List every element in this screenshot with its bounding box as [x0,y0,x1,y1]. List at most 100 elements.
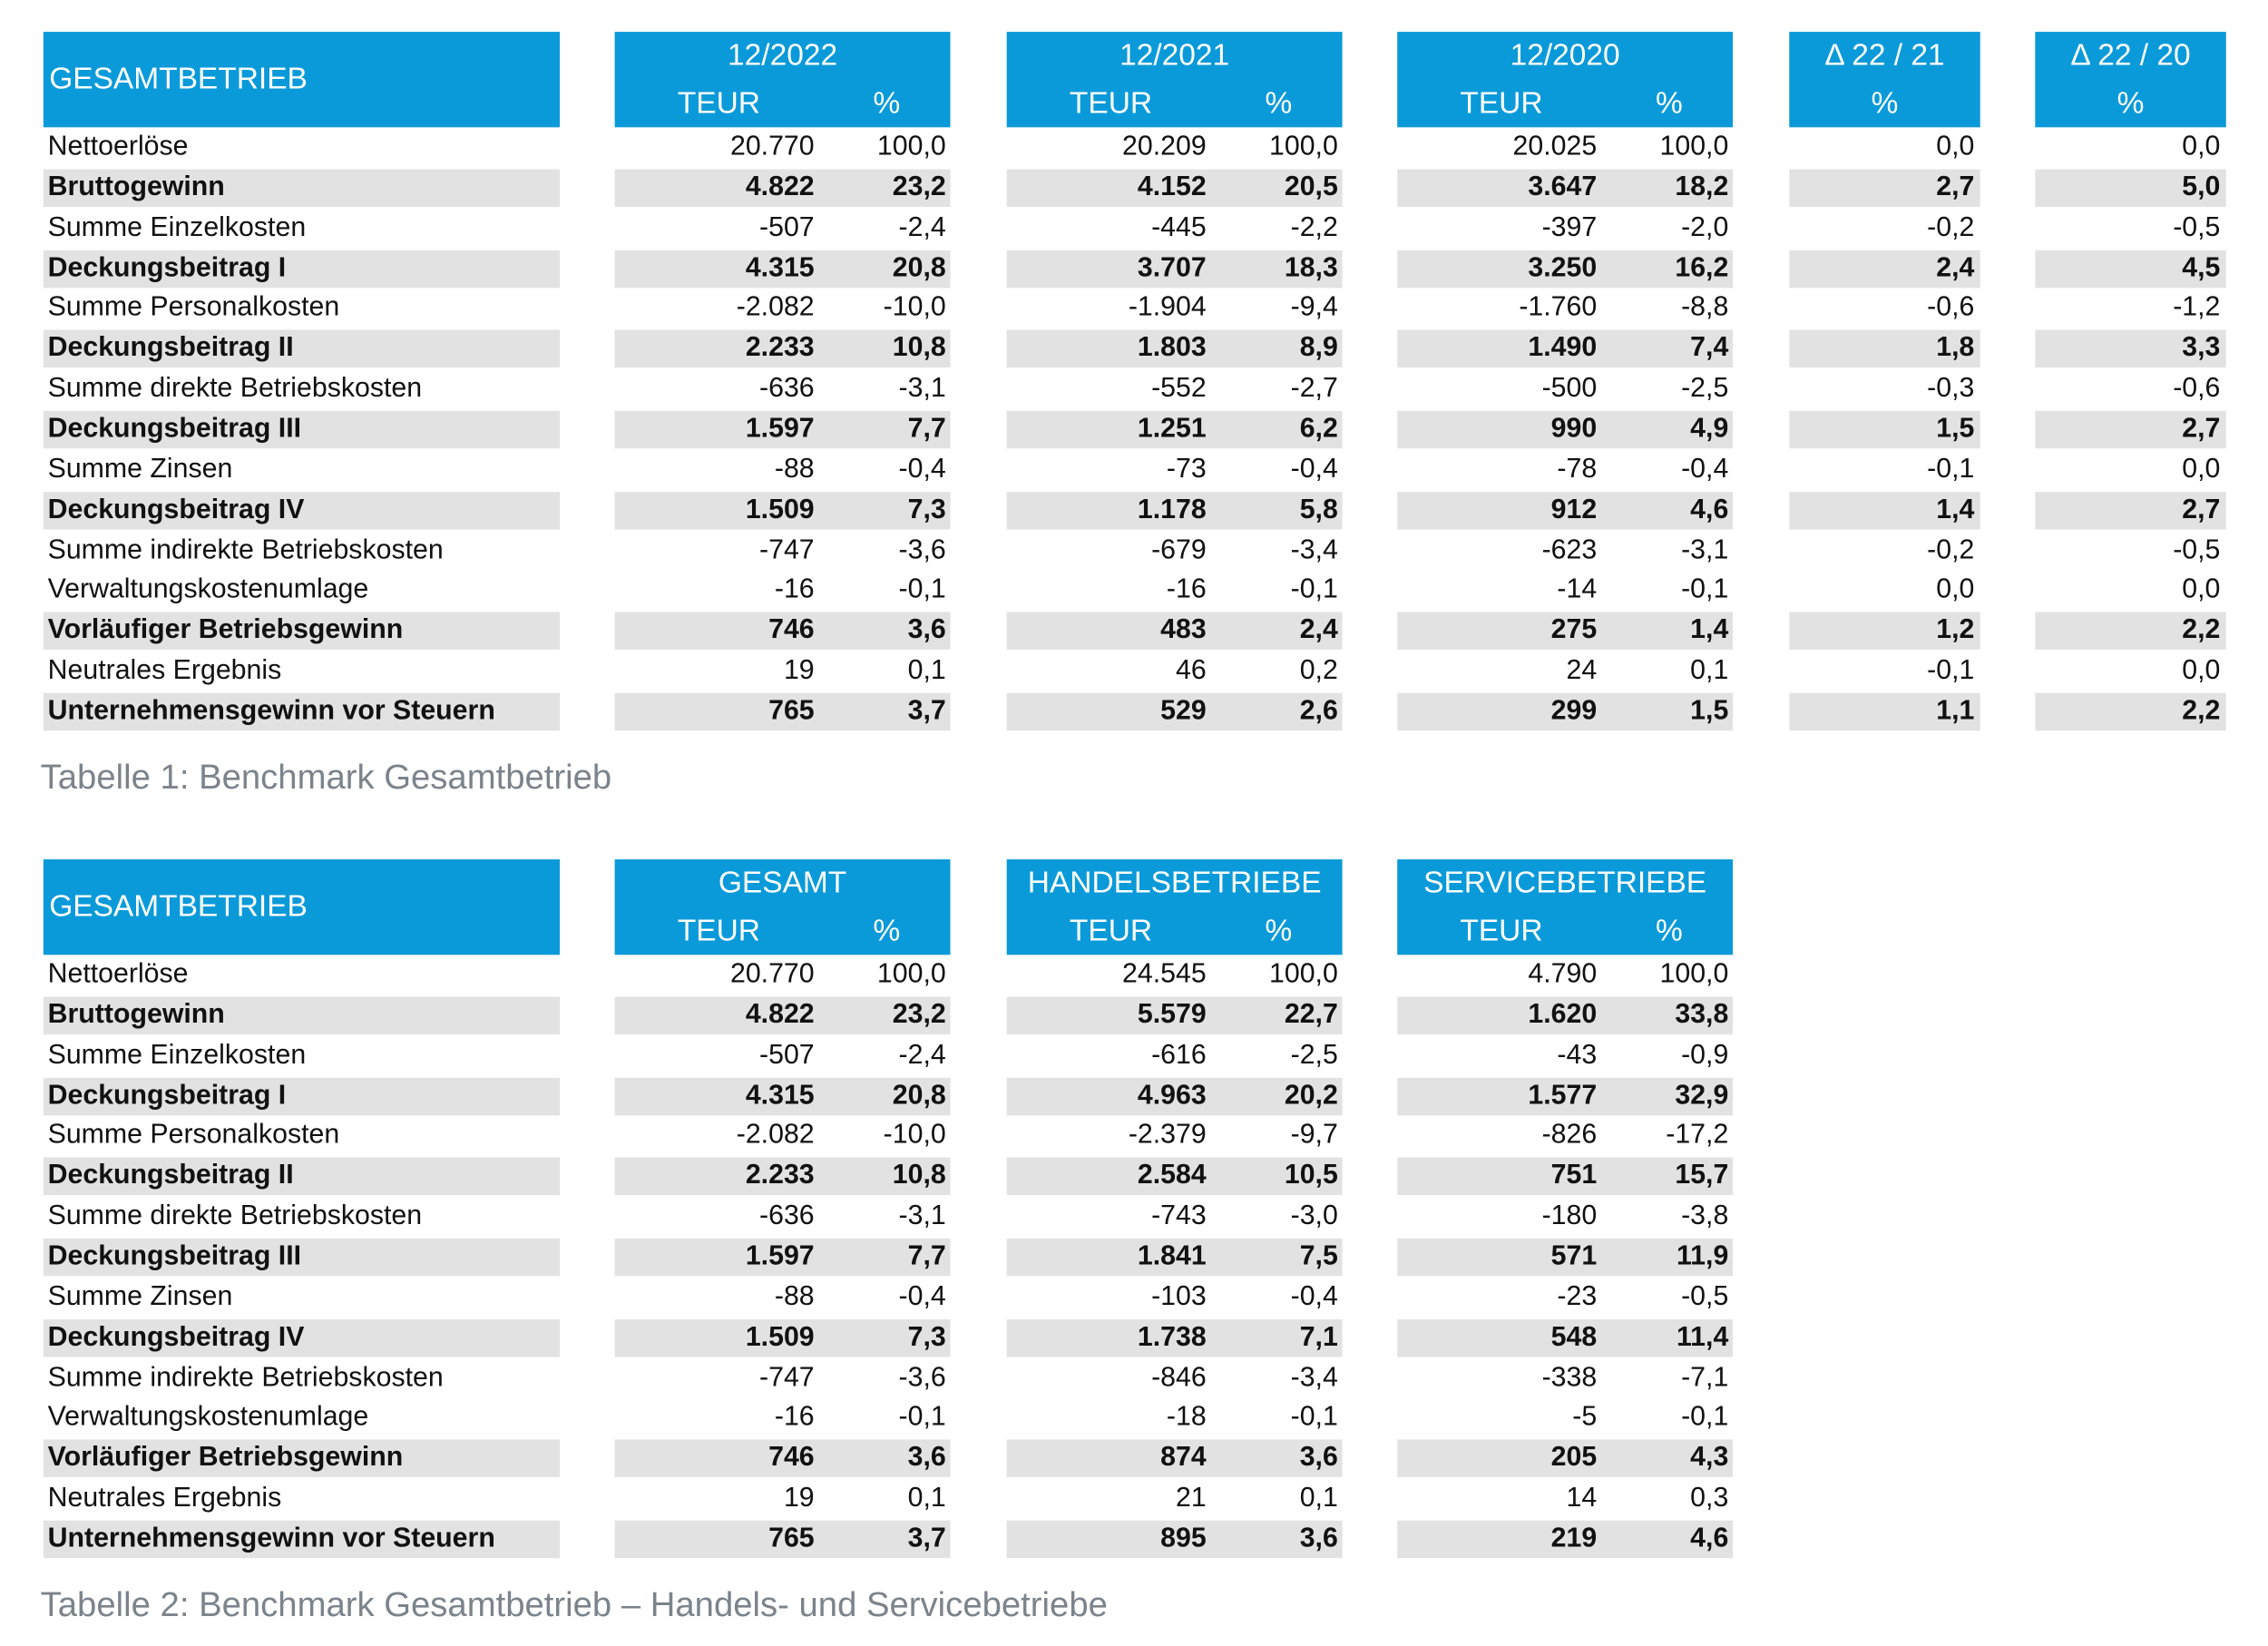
row-label: Deckungsbeitrag III [47,1241,302,1272]
row-shade [614,1238,951,1277]
value-cell: -78 [1557,454,1598,485]
value-cell: 4.790 [1528,959,1598,990]
row-shade [614,410,951,449]
row-shade [1006,1520,1343,1559]
row-shade [1397,612,1734,651]
value-cell: -18 [1166,1402,1207,1434]
value-cell: 1.597 [745,1241,815,1272]
value-cell: 18,2 [1675,171,1729,202]
value-cell: 0,1 [1299,1483,1338,1514]
row-shade [1397,491,1734,530]
value-cell: 24 [1566,655,1598,687]
row-shade [1006,692,1343,731]
column-header: % [2116,86,2145,121]
value-cell: 23,2 [892,999,946,1030]
value-cell: 3,6 [1299,1523,1338,1554]
value-cell: -636 [759,373,815,405]
value-cell: 3.707 [1137,252,1207,283]
value-cell: 10,8 [892,333,946,364]
value-cell: 2.584 [1137,1161,1207,1191]
row-shade [43,410,561,449]
row-shade [1789,491,1980,530]
row-shade [1006,410,1343,449]
value-cell: 22,7 [1284,999,1338,1030]
value-cell: -103 [1151,1281,1207,1312]
value-cell: 895 [1160,1523,1207,1554]
row-label: Summe indirekte Betriebskosten [47,534,444,565]
row-label: Vorläufiger Betriebsgewinn [47,1443,404,1474]
value-cell: 100,0 [1659,959,1729,990]
value-cell: 21 [1176,1483,1207,1514]
value-cell: 46 [1176,655,1207,687]
row-label: Summe direkte Betriebskosten [47,373,423,405]
row-shade [614,1318,951,1357]
row-label: Unternehmensgewinn vor Steuern [47,1523,495,1554]
value-cell: -0,9 [1681,1039,1729,1071]
row-shade [1006,250,1343,288]
row-shade [1397,1077,1734,1115]
value-cell: 751 [1550,1161,1598,1191]
column-header: % [1871,86,1899,121]
value-cell: -0,1 [1681,574,1729,606]
value-cell: 4.152 [1137,171,1207,202]
value-cell: 765 [768,695,815,727]
row-shade [1006,612,1343,651]
value-cell: 4,6 [1690,1523,1729,1554]
value-cell: -1.904 [1128,292,1207,324]
value-cell: 7,7 [907,1241,946,1272]
value-cell: 765 [768,1523,815,1554]
row-shade [1397,692,1734,731]
row-shade [2035,692,2226,731]
value-cell: -0,3 [1927,373,1975,405]
value-cell: -2.082 [736,292,815,324]
column-header: TEUR [1460,86,1543,121]
row-shade [1397,250,1734,288]
value-cell: -743 [1151,1200,1207,1232]
row-label: Summe Einzelkosten [47,1039,307,1071]
value-cell: 2,7 [2182,494,2221,525]
value-cell: 2,7 [1936,171,1975,202]
value-cell: 4,9 [1690,414,1729,445]
value-cell: 100,0 [1269,959,1338,990]
row-shade [2035,491,2226,530]
value-cell: -0,4 [1290,1281,1338,1312]
value-cell: 1.251 [1137,414,1207,445]
value-cell: 3.647 [1528,171,1598,202]
value-cell: 2,6 [1299,695,1338,727]
value-cell: -636 [759,1200,815,1232]
row-label: Summe Zinsen [47,1281,233,1312]
value-cell: 5.579 [1137,999,1207,1030]
value-cell: -2,7 [1290,373,1338,405]
value-cell: -0,1 [1290,1402,1338,1434]
value-cell: -3,1 [898,1200,946,1232]
value-cell: 1.509 [745,1321,815,1353]
column-header: TEUR [677,914,760,948]
value-cell: -7,1 [1681,1362,1729,1393]
row-shade [43,329,561,368]
value-cell: 20,8 [892,252,946,283]
group-title: SERVICEBETRIEBE [1423,867,1707,900]
value-cell: 4.315 [745,1080,815,1111]
row-shade [2035,329,2226,368]
value-cell: 33,8 [1675,999,1729,1030]
value-cell: 5,0 [2182,171,2221,202]
row-shade [1397,410,1734,449]
value-cell: 1.178 [1137,494,1207,525]
row-label: Bruttogewinn [47,999,225,1030]
row-shade [1006,491,1343,530]
row-shade [1397,169,1734,207]
row-shade [614,491,951,530]
value-cell: -16 [774,574,815,606]
value-cell: -3,0 [1290,1200,1338,1232]
value-cell: -2,0 [1681,211,1729,243]
value-cell: -3,6 [898,534,946,565]
value-cell: -0,4 [1681,454,1729,485]
value-cell: -73 [1166,454,1207,485]
row-shade [1006,1439,1343,1478]
value-cell: 10,5 [1284,1161,1338,1191]
table-caption: Tabelle 2: Benchmark Gesamtbetrieb – Han… [40,1585,1108,1625]
value-cell: 20.770 [729,959,815,990]
column-header: % [873,914,901,948]
value-cell: -9,7 [1290,1120,1338,1151]
